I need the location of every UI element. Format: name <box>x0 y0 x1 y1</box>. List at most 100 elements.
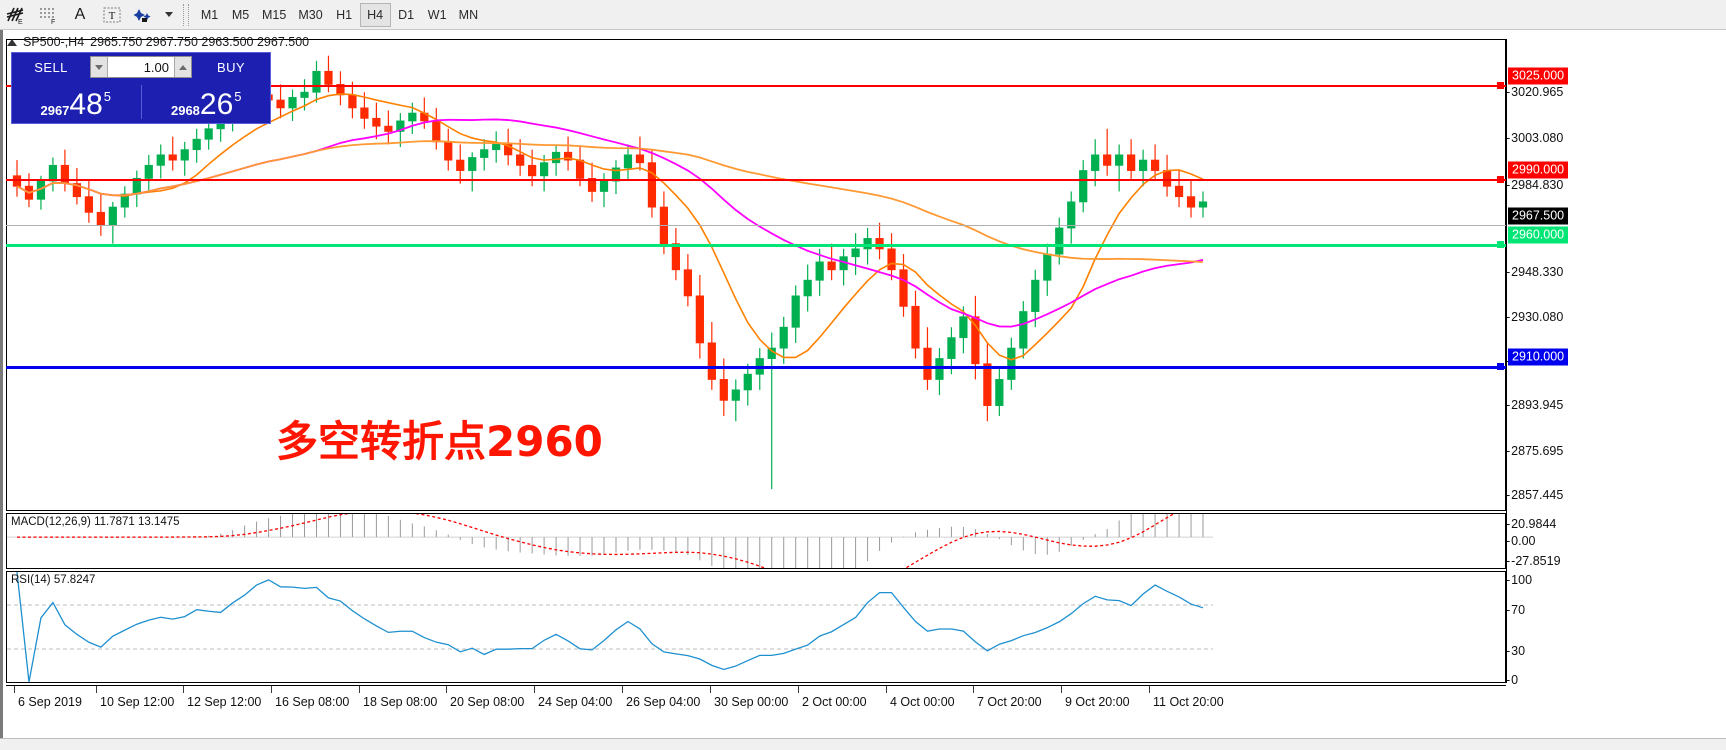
time-axis-label: 20 Sep 08:00 <box>450 695 525 709</box>
timeframe-m5[interactable]: M5 <box>231 7 250 22</box>
resistance-2990-label[interactable]: 2990.000 <box>1508 161 1569 179</box>
time-tick <box>1061 686 1062 693</box>
level-line-2990-handle[interactable] <box>1497 176 1504 183</box>
time-tick <box>798 686 799 693</box>
price-tick-label: -2875.695 <box>1506 444 1564 458</box>
sell-quote-main: 48 <box>69 88 103 121</box>
grid-icon[interactable]: F <box>33 2 63 28</box>
time-axis-label: 2 Oct 00:00 <box>802 695 867 709</box>
buy-button[interactable]: BUY <box>217 59 245 75</box>
volume-increase-button[interactable] <box>174 57 191 77</box>
price-tick-label: -2984.830 <box>1506 178 1564 192</box>
level-line-2960-handle[interactable] <box>1497 241 1504 248</box>
macd-pane[interactable] <box>6 513 1506 569</box>
price-axis-line <box>1506 39 1507 683</box>
time-axis-label: 18 Sep 08:00 <box>363 695 438 709</box>
one-click-trading-panel[interactable]: SELL 1.00 BUY 2967 48 5 2968 26 <box>11 52 271 124</box>
level-line-3025-handle[interactable] <box>1497 82 1504 89</box>
objects-dropdown-caret-icon[interactable] <box>161 2 177 28</box>
price-tick-label: -2893.945 <box>1506 398 1564 412</box>
time-tick <box>1149 686 1150 693</box>
rsi-tick-label: -100 <box>1506 573 1533 587</box>
time-axis-label: 10 Sep 12:00 <box>100 695 175 709</box>
volume-stepper[interactable]: 1.00 <box>90 56 192 78</box>
rsi-tick-label: -0 <box>1506 673 1519 687</box>
timeframe-m15[interactable]: M15 <box>262 7 287 22</box>
label-tool-icon[interactable]: T <box>97 2 127 28</box>
status-bar <box>0 738 1726 750</box>
timeframe-h1[interactable]: H1 <box>336 7 353 22</box>
time-axis-label: 24 Sep 04:00 <box>538 695 613 709</box>
svg-text:T: T <box>109 10 116 22</box>
svg-text:F: F <box>51 19 55 26</box>
time-tick <box>96 686 97 693</box>
chart-area[interactable]: MACD(12,26,9) 11.7871 13.1475 RSI(14) 57… <box>0 30 1726 750</box>
volume-decrease-button[interactable] <box>91 57 108 77</box>
price-tick-label: -2857.445 <box>1506 488 1564 502</box>
time-tick <box>534 686 535 693</box>
current-price-label[interactable]: 2967.500 <box>1508 207 1569 225</box>
macd-tick-label: --27.8519 <box>1506 554 1561 568</box>
sell-quote-prefix: 2967 <box>40 103 70 118</box>
time-tick <box>359 686 360 693</box>
time-tick <box>886 686 887 693</box>
svg-text:E: E <box>18 19 23 26</box>
time-axis[interactable]: 6 Sep 2019 10 Sep 12:00 12 Sep 12:00 16 Sep… <box>6 685 1506 735</box>
level-line-3025[interactable] <box>6 85 1506 87</box>
price-axis[interactable]: -3020.965 -3003.080 -2984.830 -2948.330 -293… <box>1506 39 1726 687</box>
time-axis-label: 9 Oct 20:00 <box>1065 695 1130 709</box>
price-tick-label: -2948.330 <box>1506 265 1564 279</box>
price-tick-label: -3003.080 <box>1506 131 1564 145</box>
macd-label: MACD(12,26,9) 11.7871 13.1475 <box>11 516 180 528</box>
time-axis-label: 12 Sep 12:00 <box>187 695 262 709</box>
buy-quote[interactable]: 2968 26 5 <box>146 81 268 121</box>
trade-controls-row: SELL 1.00 BUY <box>12 53 270 81</box>
timeframe-w1[interactable]: W1 <box>427 7 447 22</box>
time-axis-label: 26 Sep 04:00 <box>626 695 701 709</box>
support-2910-label[interactable]: 2910.000 <box>1508 348 1569 366</box>
level-line-2960[interactable] <box>6 244 1506 247</box>
sell-button[interactable]: SELL <box>34 59 68 75</box>
rsi-tick-label: -70 <box>1506 603 1526 617</box>
buy-quote-fraction: 5 <box>234 89 242 104</box>
timeframe-m30[interactable]: M30 <box>298 7 323 22</box>
rsi-canvas <box>7 572 1213 682</box>
time-tick <box>14 686 15 693</box>
volume-value[interactable]: 1.00 <box>143 59 169 75</box>
rsi-pane[interactable] <box>6 571 1506 683</box>
indicators-icon[interactable]: E <box>1 2 31 28</box>
time-tick <box>446 686 447 693</box>
sell-quote-fraction: 5 <box>103 89 112 104</box>
time-tick <box>271 686 272 693</box>
rsi-tick-label: -30 <box>1506 644 1526 658</box>
time-axis-label: 4 Oct 00:00 <box>890 695 955 709</box>
timeframe-mn[interactable]: MN <box>458 7 479 22</box>
pivot-2960-label[interactable]: 2960.000 <box>1508 226 1569 244</box>
level-line-current[interactable] <box>6 225 1506 226</box>
sell-quote[interactable]: 2967 48 5 <box>15 81 137 121</box>
time-tick <box>183 686 184 693</box>
time-tick <box>622 686 623 693</box>
timeframe-m1[interactable]: M1 <box>200 7 219 22</box>
symbol-ohlc: 2965.750 2967.750 2963.500 2967.500 <box>90 35 310 49</box>
level-line-2910-handle[interactable] <box>1497 363 1504 370</box>
quote-divider <box>140 85 142 119</box>
time-axis-label: 30 Sep 00:00 <box>714 695 789 709</box>
level-line-2990[interactable] <box>6 179 1506 181</box>
text-tool-icon[interactable]: A <box>74 5 86 23</box>
price-tick-label: -2930.080 <box>1506 310 1564 324</box>
timeframe-d1[interactable]: D1 <box>398 7 415 22</box>
timeframe-h4[interactable]: H4 <box>359 2 391 27</box>
level-line-2910[interactable] <box>6 366 1506 369</box>
time-axis-label: 11 Oct 20:00 <box>1153 695 1224 709</box>
toolbar-separator <box>183 3 189 26</box>
price-tick-label: -3020.965 <box>1506 85 1564 99</box>
candlestick-canvas <box>12 55 1208 490</box>
collapse-triangle-icon[interactable] <box>7 38 17 46</box>
objects-icon[interactable] <box>129 2 159 28</box>
rsi-label: RSI(14) 57.8247 <box>11 574 96 586</box>
time-tick <box>973 686 974 693</box>
time-axis-label: 6 Sep 2019 <box>18 695 82 709</box>
time-axis-label: 16 Sep 08:00 <box>275 695 350 709</box>
resistance-3025-label[interactable]: 3025.000 <box>1508 67 1569 85</box>
